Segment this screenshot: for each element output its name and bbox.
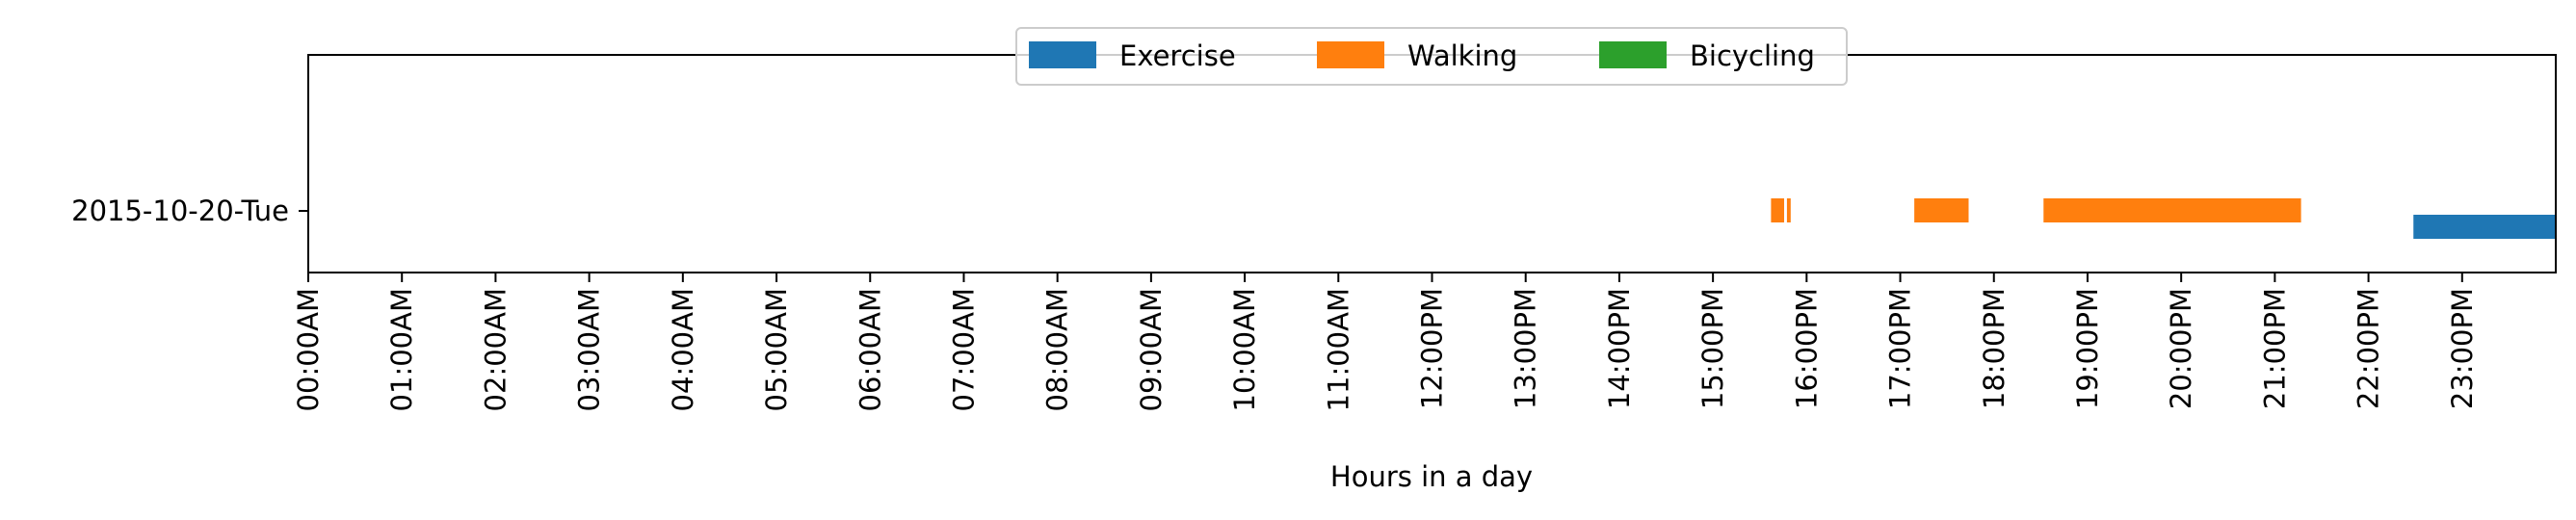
x-tick-label: 15:00PM [1696, 288, 1729, 409]
x-tick-label: 09:00AM [1135, 288, 1168, 411]
x-tick-label: 00:00AM [292, 288, 325, 411]
x-tick-label: 07:00AM [947, 288, 980, 411]
bar-exercise [2413, 215, 2556, 239]
x-tick-label: 13:00PM [1510, 288, 1542, 409]
legend-label-bicycling: Bicycling [1690, 39, 1815, 72]
x-tick-label: 23:00PM [2446, 288, 2479, 409]
x-axis-label: Hours in a day [1330, 460, 1533, 493]
x-tick-label: 16:00PM [1790, 288, 1823, 409]
plot-area-frame [307, 54, 2557, 273]
x-tick-label: 05:00AM [760, 288, 793, 411]
x-tick-label: 19:00PM [2071, 288, 2104, 409]
y-axis: 2015-10-20-Tue [71, 195, 308, 227]
x-axis: 00:00AM 01:00AM 02:00AM 03:00AM 04:00AM 05:00… [292, 273, 2479, 411]
legend-label-exercise: Exercise [1119, 39, 1236, 72]
x-tick-label: 17:00PM [1884, 288, 1917, 409]
bar-walking [1771, 198, 1785, 222]
x-tick-label: 21:00PM [2258, 288, 2291, 409]
x-tick-label: 18:00PM [1978, 288, 2011, 409]
legend-swatch-exercise [1029, 41, 1096, 68]
legend-swatch-bicycling [1599, 41, 1667, 68]
x-tick-label: 02:00AM [479, 288, 512, 411]
bar-walking [2043, 198, 2301, 222]
x-tick-label: 11:00AM [1322, 288, 1354, 411]
x-tick-label: 01:00AM [385, 288, 418, 411]
bar-walking [1786, 198, 1791, 222]
x-tick-label: 10:00AM [1228, 288, 1261, 411]
x-tick-label: 03:00AM [573, 288, 606, 411]
x-tick-label: 14:00PM [1603, 288, 1636, 409]
x-tick-label: 12:00PM [1416, 288, 1449, 409]
y-tick-label: 2015-10-20-Tue [71, 195, 289, 227]
x-tick-label: 20:00PM [2165, 288, 2197, 409]
legend-swatch-walking [1317, 41, 1384, 68]
x-tick-label: 08:00AM [1041, 288, 1074, 411]
x-tick-label: 22:00PM [2353, 288, 2385, 409]
x-tick-label: 04:00AM [667, 288, 699, 411]
x-tick-label: 06:00AM [854, 288, 886, 411]
bar-walking [1914, 198, 1969, 222]
legend: Exercise Walking Bicycling [1015, 27, 1848, 86]
bars-layer [1771, 198, 2556, 239]
legend-label-walking: Walking [1407, 39, 1517, 72]
